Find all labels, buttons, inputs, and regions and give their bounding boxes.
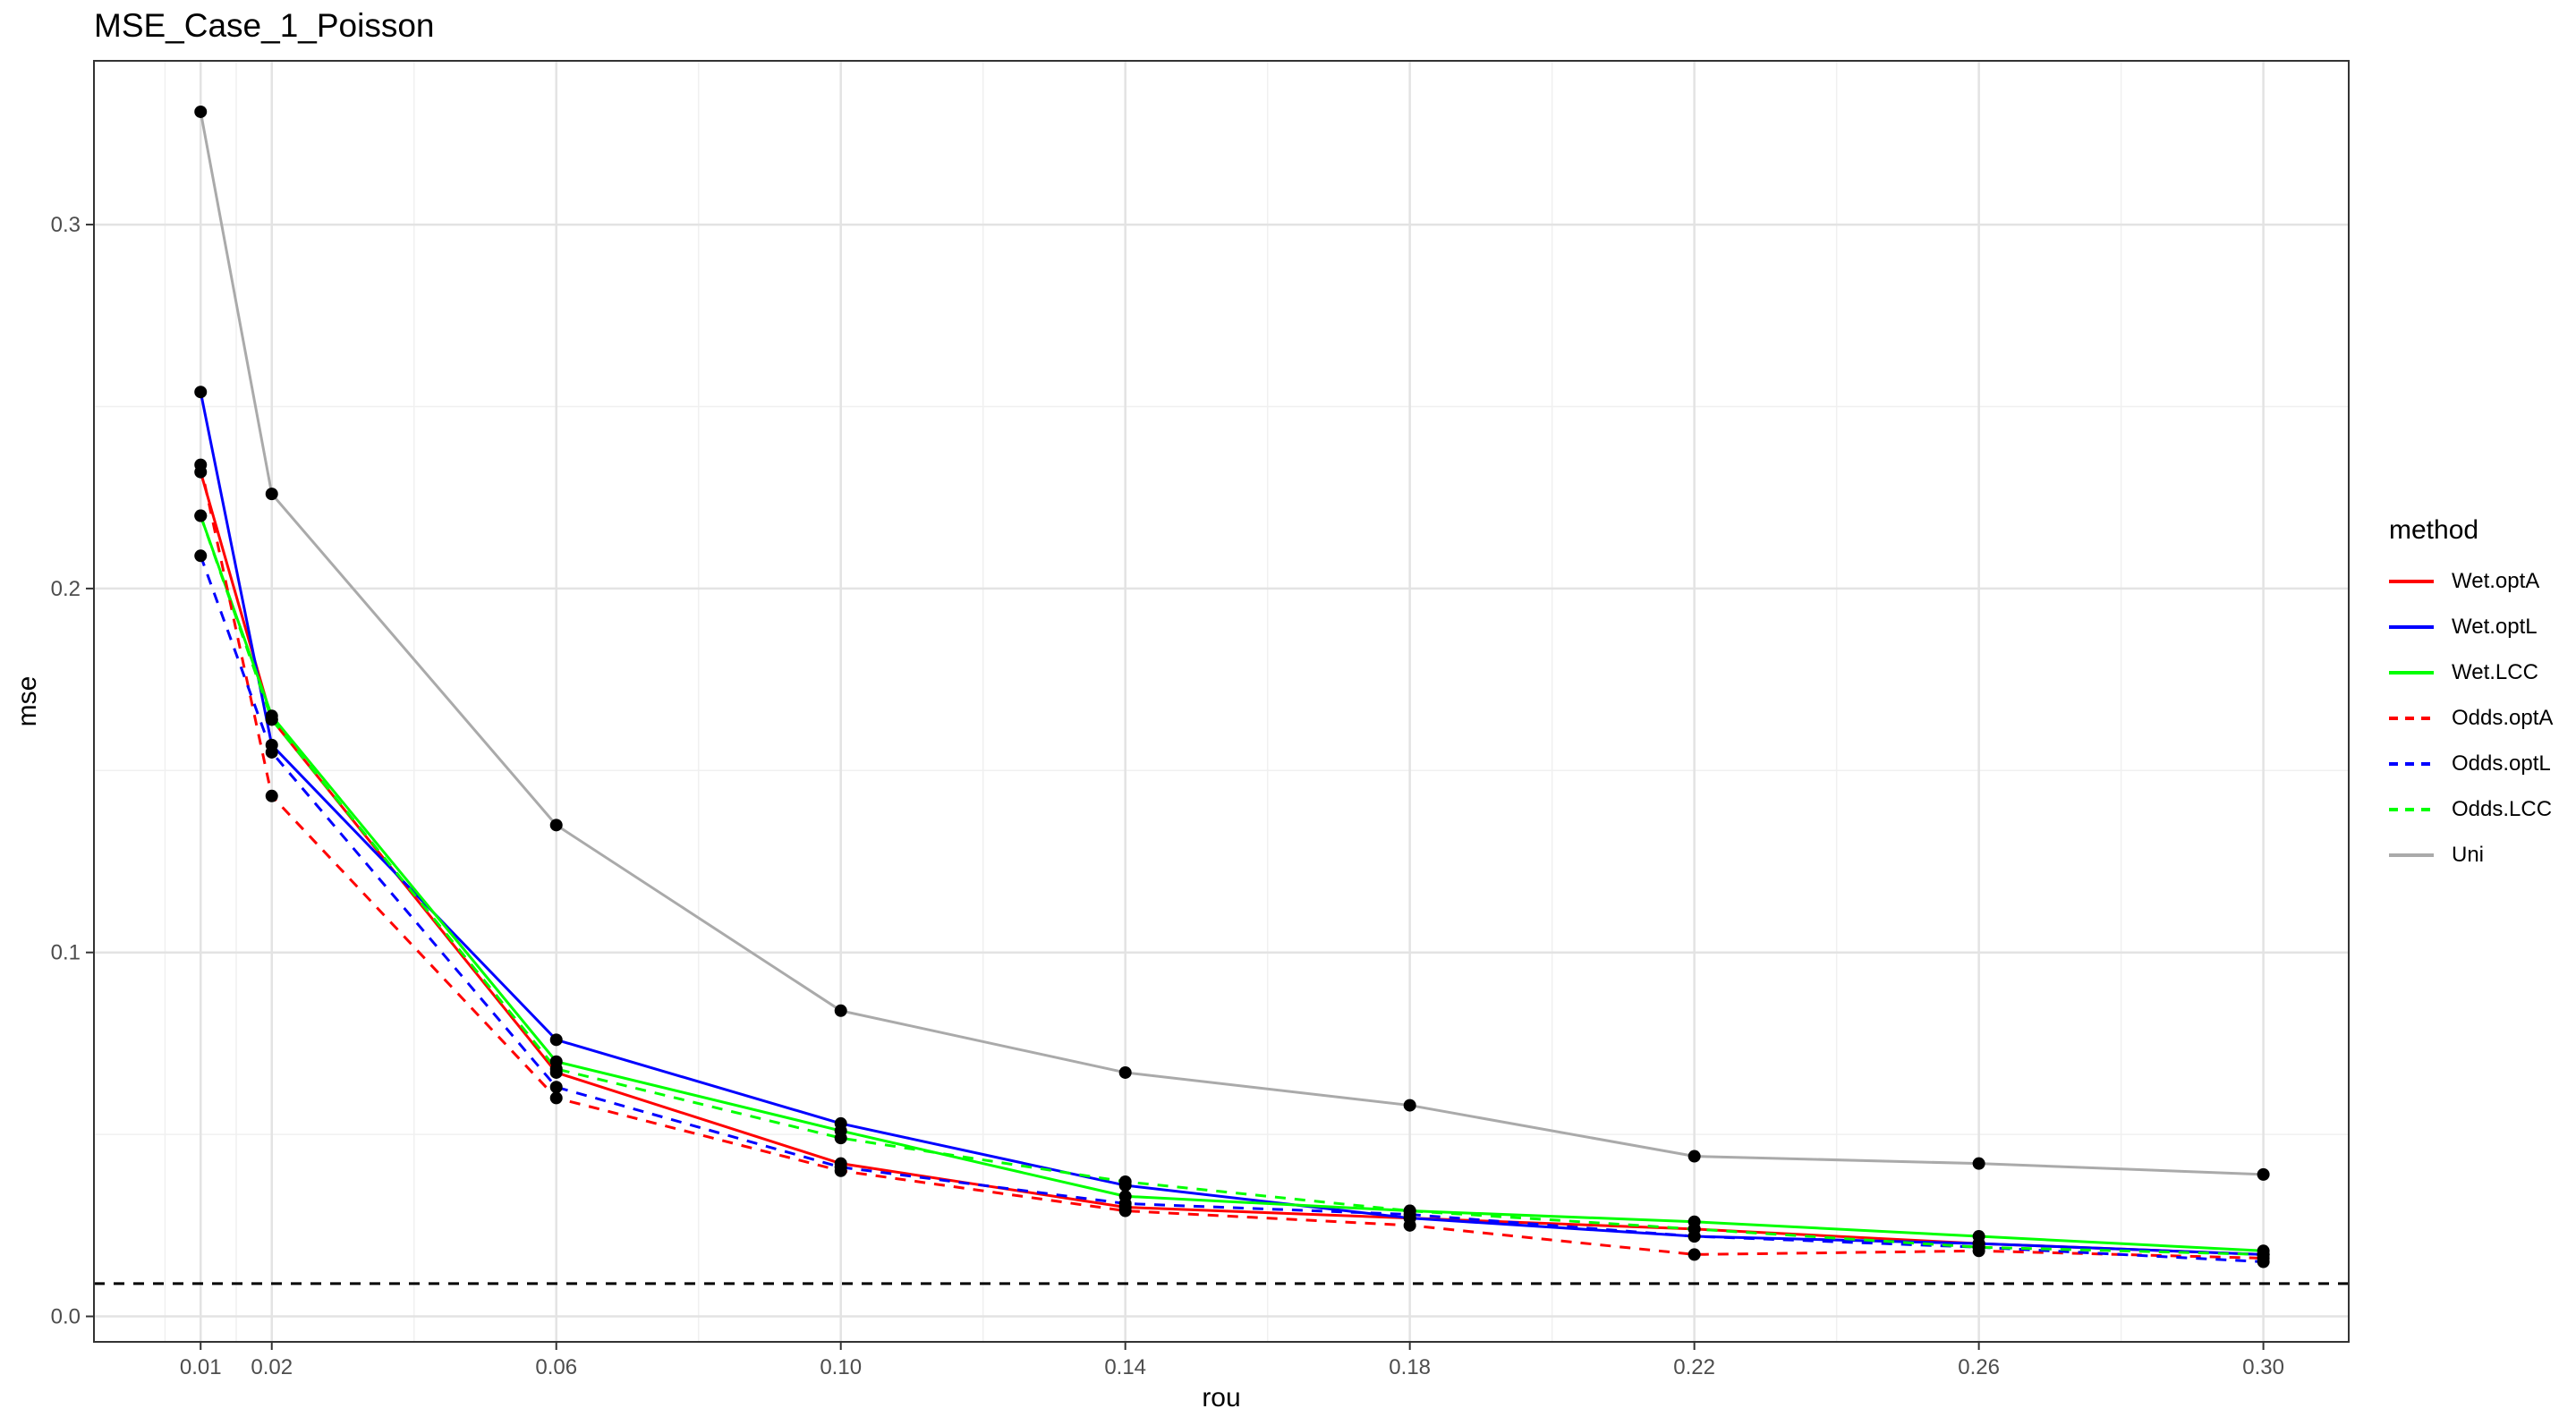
legend-key xyxy=(2389,716,2434,720)
plot-panel xyxy=(94,61,2349,1342)
legend-title: method xyxy=(2389,515,2479,545)
data-point-odds-optl xyxy=(1118,1197,1132,1210)
data-point-odds-lcc xyxy=(1118,1175,1132,1188)
x-tick-label: 0.26 xyxy=(1958,1355,2000,1379)
legend-key xyxy=(2389,579,2434,583)
x-tick-label: 0.10 xyxy=(820,1355,862,1379)
legend-key xyxy=(2389,761,2434,766)
x-tick-label: 0.14 xyxy=(1104,1355,1146,1379)
legend-label: Odds.optA xyxy=(2452,705,2554,730)
data-point-odds-optl xyxy=(549,1081,563,1094)
legend-key xyxy=(2389,624,2434,629)
data-point-odds-opta xyxy=(1403,1218,1416,1232)
plot-border xyxy=(93,60,2350,1343)
data-point-uni xyxy=(2257,1167,2270,1181)
x-tick-label: 0.22 xyxy=(1673,1355,1715,1379)
legend-key xyxy=(2389,670,2434,675)
legend-item: Odds.optA xyxy=(2389,695,2553,741)
legend-item: Odds.LCC xyxy=(2389,786,2553,832)
legend-label: Odds.LCC xyxy=(2452,796,2553,821)
data-point-uni xyxy=(194,105,208,118)
data-point-uni xyxy=(1688,1150,1701,1163)
data-point-uni xyxy=(1403,1099,1416,1112)
data-point-uni xyxy=(1118,1065,1132,1079)
legend-label: Odds.optL xyxy=(2452,751,2551,776)
data-point-odds-lcc xyxy=(834,1132,847,1145)
data-point-odds-opta xyxy=(265,789,278,802)
data-point-odds-optl xyxy=(194,549,208,563)
legend-label: Wet.optL xyxy=(2452,614,2538,639)
data-point-odds-lcc xyxy=(1972,1241,1985,1254)
data-point-odds-opta xyxy=(549,1091,563,1105)
data-point-wet-optl xyxy=(549,1033,563,1047)
legend-label: Wet.LCC xyxy=(2452,659,2538,684)
data-point-odds-opta xyxy=(1688,1248,1701,1261)
data-point-odds-lcc xyxy=(265,713,278,726)
series-line-odds-opta xyxy=(199,464,2264,1260)
x-tick-label: 0.02 xyxy=(251,1355,293,1379)
legend-key xyxy=(2389,807,2434,811)
points-layer xyxy=(194,105,2270,1269)
x-tick-label: 0.18 xyxy=(1389,1355,1431,1379)
legend-item: Wet.optA xyxy=(2389,558,2553,604)
data-point-uni xyxy=(1972,1157,1985,1170)
data-point-odds-opta xyxy=(194,458,208,471)
legend-items: Wet.optA Wet.optL Wet.LCC Odds.optA Odds.opt… xyxy=(2389,558,2553,878)
data-point-wet-lcc xyxy=(1972,1230,1985,1243)
x-tick-label: 0.30 xyxy=(2242,1355,2284,1379)
data-point-uni xyxy=(834,1004,847,1017)
x-tick-label: 0.06 xyxy=(535,1355,577,1379)
legend-item: Odds.optL xyxy=(2389,741,2553,786)
y-tick-label: 0.3 xyxy=(51,213,81,237)
data-point-odds-lcc xyxy=(194,509,208,522)
y-axis-title: mse xyxy=(13,676,42,727)
x-tick-label: 0.01 xyxy=(180,1355,222,1379)
x-axis-title: rou xyxy=(1202,1383,1240,1413)
data-point-uni xyxy=(265,488,278,501)
data-point-uni xyxy=(549,819,563,832)
y-tick-label: 0.0 xyxy=(51,1305,81,1329)
legend-item: Wet.LCC xyxy=(2389,649,2553,695)
legend-item: Wet.optL xyxy=(2389,604,2553,649)
legend-key xyxy=(2389,853,2434,857)
data-point-odds-optl xyxy=(265,745,278,759)
legend-label: Uni xyxy=(2452,842,2485,867)
y-tick-label: 0.1 xyxy=(51,941,81,965)
y-tick-label: 0.2 xyxy=(51,577,81,601)
data-point-odds-optl xyxy=(834,1160,847,1174)
grid-layer xyxy=(94,61,2349,1342)
chart-title: MSE_Case_1_Poisson xyxy=(94,7,435,44)
legend-label: Wet.optA xyxy=(2452,568,2540,593)
legend-item: Uni xyxy=(2389,832,2553,878)
legend: method Wet.optA Wet.optL Wet.LCC Odds.optA O… xyxy=(2389,515,2553,878)
data-point-wet-optl xyxy=(194,386,208,399)
data-point-odds-lcc xyxy=(1403,1204,1416,1218)
data-point-odds-lcc xyxy=(2257,1248,2270,1261)
data-point-odds-lcc xyxy=(1688,1222,1701,1235)
axis-layer: 0.01 0.02 0.06 0.10 0.14 0.18 0.22 0.26 0.30 0.0 0… xyxy=(51,213,2284,1379)
data-point-odds-lcc xyxy=(549,1062,563,1075)
